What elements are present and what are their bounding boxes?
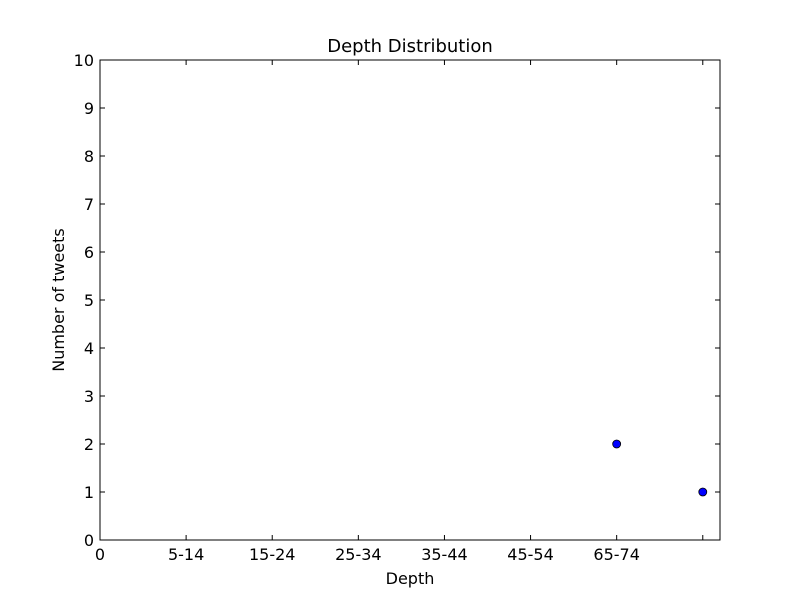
x-tick-label: 5-14 (168, 545, 204, 564)
y-tick-label: 5 (84, 291, 94, 310)
y-axis-ticks: 0 1 2 3 4 5 6 7 8 9 10 (74, 51, 720, 550)
x-tick-label: 0 (95, 545, 105, 564)
x-tick-label: 35-44 (421, 545, 468, 564)
y-tick-label: 1 (84, 483, 94, 502)
x-tick-label: 65-74 (593, 545, 640, 564)
y-tick-label: 0 (84, 531, 94, 550)
data-points (612, 439, 708, 497)
y-tick-label: 3 (84, 387, 94, 406)
x-tick-label: 15-24 (249, 545, 296, 564)
x-axis-ticks: 0 5-14 15-24 25-34 35-44 45-54 65-74 (95, 60, 704, 564)
y-tick-label: 10 (74, 51, 94, 70)
chart-title: Depth Distribution (327, 36, 493, 57)
y-axis-label: Number of tweets (49, 228, 68, 372)
y-tick-label: 6 (84, 243, 94, 262)
x-tick-label: 45-54 (507, 545, 554, 564)
data-point (612, 439, 622, 449)
data-point (698, 487, 708, 497)
y-tick-label: 8 (84, 147, 94, 166)
x-tick-label: 25-34 (335, 545, 382, 564)
x-axis-label: Depth (386, 569, 435, 588)
plot-frame (99, 59, 721, 541)
y-tick-label: 4 (84, 339, 94, 358)
plot-area-border (99, 59, 721, 541)
y-tick-label: 9 (84, 99, 94, 118)
y-tick-label: 7 (84, 195, 94, 214)
y-tick-label: 2 (84, 435, 94, 454)
